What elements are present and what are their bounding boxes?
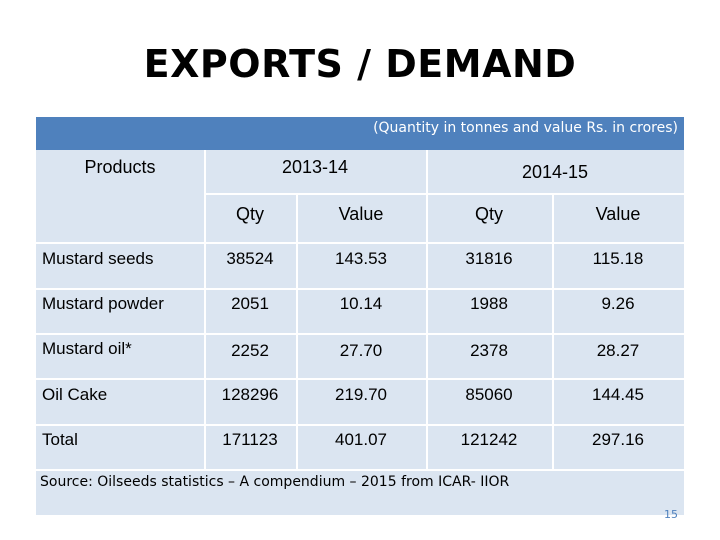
row-divider — [36, 469, 684, 471]
header-value-2014-15: Value — [595, 203, 641, 224]
row-qty-2014-15: 1988 — [470, 293, 508, 313]
row-divider — [36, 242, 684, 244]
row-value-2013-14: 10.14 — [339, 293, 383, 313]
row-product-total: Total — [42, 429, 78, 449]
column-divider — [296, 194, 298, 470]
row-qty-2014-15: 31816 — [465, 248, 513, 268]
row-qty-2013-14: 38524 — [226, 248, 274, 268]
row-divider — [36, 424, 684, 426]
row-product: Mustard oil* — [42, 338, 132, 358]
row-divider — [36, 378, 684, 380]
total-value-2013-14: 401.07 — [335, 429, 387, 449]
table-background — [36, 117, 684, 515]
row-value-2013-14: 143.53 — [335, 248, 387, 268]
row-value-2014-15: 28.27 — [596, 341, 640, 360]
units-note: (Quantity in tonnes and value Rs. in cro… — [373, 120, 678, 136]
header-value-2013-14: Value — [338, 203, 384, 224]
row-qty-2013-14: 2051 — [231, 293, 269, 313]
row-divider — [36, 288, 684, 290]
row-qty-2014-15: 2378 — [470, 341, 508, 360]
total-qty-2014-15: 121242 — [460, 429, 518, 449]
row-value-2014-15: 115.18 — [592, 248, 644, 268]
units-band: (Quantity in tonnes and value Rs. in cro… — [36, 117, 684, 150]
column-divider — [204, 150, 206, 470]
header-year-2013-14: 2013-14 — [281, 157, 349, 177]
header-year-2014-15: 2014-15 — [521, 161, 589, 182]
header-qty-2013-14: Qty — [235, 203, 264, 224]
header-qty-2014-15: Qty — [474, 203, 503, 224]
row-divider — [204, 193, 684, 195]
slide-title: EXPORTS / DEMAND — [143, 42, 577, 86]
row-qty-2013-14: 2252 — [231, 341, 269, 360]
row-qty-2013-14: 128296 — [221, 384, 279, 404]
header-products: Products — [84, 157, 156, 177]
page-number: 15 — [664, 508, 678, 521]
row-value-2014-15: 144.45 — [592, 384, 644, 404]
row-divider — [36, 333, 684, 335]
column-divider — [426, 150, 428, 470]
row-value-2014-15: 9.26 — [601, 293, 635, 313]
row-value-2013-14: 27.70 — [339, 341, 383, 360]
source-note: Source: Oilseeds statistics – A compendi… — [40, 474, 510, 490]
total-value-2014-15: 297.16 — [592, 429, 644, 449]
row-product: Mustard seeds — [42, 248, 154, 268]
row-product: Oil Cake — [42, 384, 108, 404]
row-qty-2014-15: 85060 — [465, 384, 513, 404]
total-qty-2013-14: 171123 — [222, 429, 278, 449]
row-value-2013-14: 219.70 — [335, 384, 387, 404]
column-divider — [552, 194, 554, 470]
row-product: Mustard powder — [42, 293, 164, 313]
